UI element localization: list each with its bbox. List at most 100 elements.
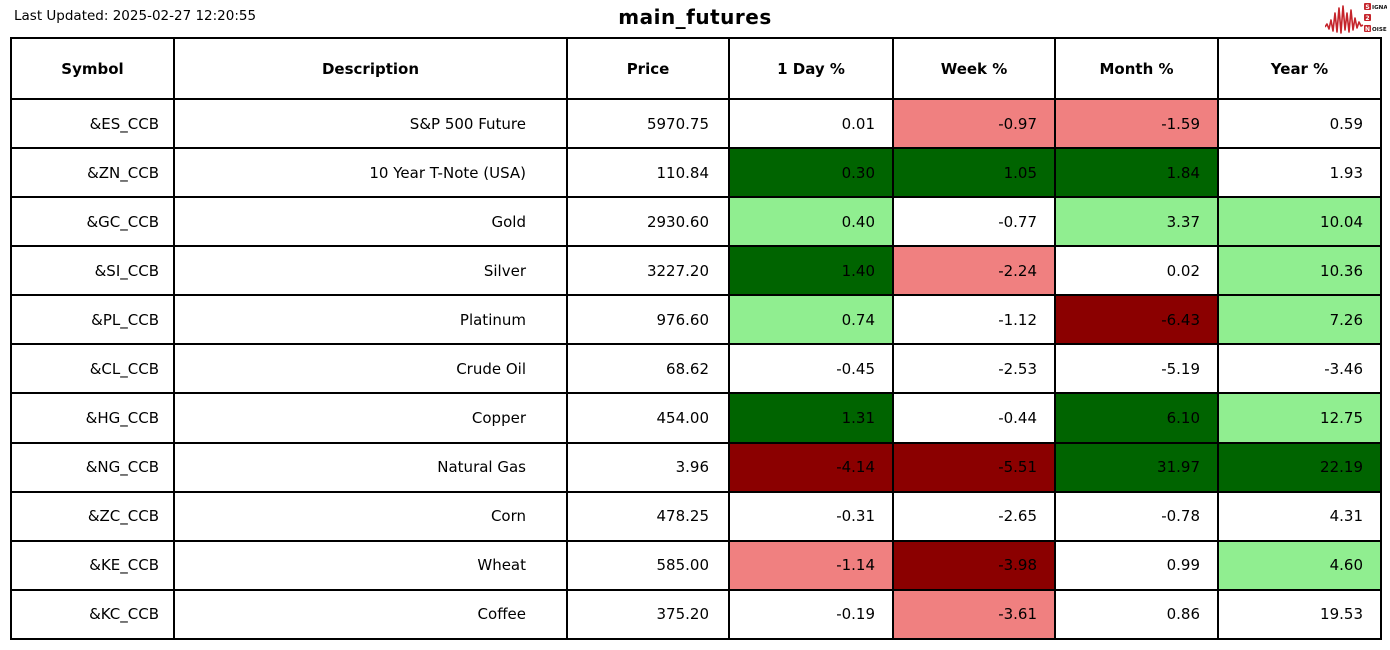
price-cell: 2930.60	[566, 196, 730, 248]
pct-week-cell: -3.61	[892, 588, 1056, 641]
description-cell: Copper	[173, 392, 568, 444]
pct-month-cell: -1.59	[1054, 97, 1219, 150]
price-cell: 110.84	[566, 147, 730, 199]
pct-1day-cell: 1.31	[728, 392, 894, 444]
pct-week-cell: -1.12	[892, 294, 1056, 346]
column-header-price: Price	[566, 37, 730, 100]
price-cell: 454.00	[566, 392, 730, 444]
table-body: &ES_CCB S&P 500 Future 5970.75 0.01 -0.9…	[10, 97, 1382, 641]
pct-year-cell: 0.59	[1217, 97, 1382, 150]
table-row: &HG_CCB Copper 454.00 1.31 -0.44 6.10 12…	[10, 392, 1382, 444]
logo-letter-2: 2	[1365, 15, 1369, 22]
pct-month-cell: -0.78	[1054, 490, 1219, 542]
logo-text-ignal: IGNAL	[1372, 5, 1387, 11]
price-cell: 3227.20	[566, 245, 730, 297]
pct-year-cell: 4.31	[1217, 490, 1382, 542]
pct-year-cell: -3.46	[1217, 343, 1382, 395]
description-cell: Coffee	[173, 588, 568, 641]
pct-1day-cell: -4.14	[728, 441, 894, 493]
symbol-cell: &PL_CCB	[10, 294, 175, 346]
column-header-week: Week %	[892, 37, 1056, 100]
column-header-1day: 1 Day %	[728, 37, 894, 100]
logo-text-oise: OISE	[1372, 27, 1387, 33]
symbol-cell: &ZC_CCB	[10, 490, 175, 542]
pct-1day-cell: 0.30	[728, 147, 894, 199]
table-row: &ES_CCB S&P 500 Future 5970.75 0.01 -0.9…	[10, 97, 1382, 150]
description-cell: Natural Gas	[173, 441, 568, 493]
pct-month-cell: 1.84	[1054, 147, 1219, 199]
pct-1day-cell: -0.19	[728, 588, 894, 641]
table-row: &SI_CCB Silver 3227.20 1.40 -2.24 0.02 1…	[10, 245, 1382, 297]
pct-week-cell: 1.05	[892, 147, 1056, 199]
price-cell: 478.25	[566, 490, 730, 542]
pct-1day-cell: -0.45	[728, 343, 894, 395]
symbol-cell: &NG_CCB	[10, 441, 175, 493]
description-cell: Wheat	[173, 539, 568, 591]
pct-1day-cell: 0.01	[728, 97, 894, 150]
price-cell: 585.00	[566, 539, 730, 591]
pct-week-cell: -2.24	[892, 245, 1056, 297]
symbol-cell: &ES_CCB	[10, 97, 175, 150]
column-header-month: Month %	[1054, 37, 1219, 100]
logo-letter-n: N	[1365, 26, 1370, 33]
logo-letter-s: S	[1365, 4, 1369, 11]
pct-month-cell: -6.43	[1054, 294, 1219, 346]
price-cell: 68.62	[566, 343, 730, 395]
description-cell: S&P 500 Future	[173, 97, 568, 150]
pct-month-cell: 0.99	[1054, 539, 1219, 591]
description-cell: Corn	[173, 490, 568, 542]
pct-year-cell: 1.93	[1217, 147, 1382, 199]
symbol-cell: &CL_CCB	[10, 343, 175, 395]
price-cell: 3.96	[566, 441, 730, 493]
column-header-description: Description	[173, 37, 568, 100]
table-row: &ZN_CCB 10 Year T-Note (USA) 110.84 0.30…	[10, 147, 1382, 199]
pct-year-cell: 19.53	[1217, 588, 1382, 641]
symbol-cell: &HG_CCB	[10, 392, 175, 444]
futures-table: Symbol Description Price 1 Day % Week % …	[10, 37, 1382, 641]
pct-1day-cell: 0.74	[728, 294, 894, 346]
pct-month-cell: 0.02	[1054, 245, 1219, 297]
pct-week-cell: -0.44	[892, 392, 1056, 444]
table-row: &ZC_CCB Corn 478.25 -0.31 -2.65 -0.78 4.…	[10, 490, 1382, 542]
description-cell: Crude Oil	[173, 343, 568, 395]
symbol-cell: &SI_CCB	[10, 245, 175, 297]
pct-year-cell: 12.75	[1217, 392, 1382, 444]
pct-month-cell: -5.19	[1054, 343, 1219, 395]
pct-year-cell: 22.19	[1217, 441, 1382, 493]
symbol-cell: &KE_CCB	[10, 539, 175, 591]
table-row: &KE_CCB Wheat 585.00 -1.14 -3.98 0.99 4.…	[10, 539, 1382, 591]
header-row: Symbol Description Price 1 Day % Week % …	[10, 37, 1382, 100]
pct-1day-cell: -0.31	[728, 490, 894, 542]
last-updated-timestamp: Last Updated: 2025-02-27 12:20:55	[14, 8, 257, 24]
pct-1day-cell: 0.40	[728, 196, 894, 248]
symbol-cell: &GC_CCB	[10, 196, 175, 248]
table-row: &CL_CCB Crude Oil 68.62 -0.45 -2.53 -5.1…	[10, 343, 1382, 395]
symbol-cell: &ZN_CCB	[10, 147, 175, 199]
symbol-cell: &KC_CCB	[10, 588, 175, 641]
signal2noise-logo: S IGNAL 2 N OISE	[1325, 3, 1387, 34]
price-cell: 5970.75	[566, 97, 730, 150]
table-row: &GC_CCB Gold 2930.60 0.40 -0.77 3.37 10.…	[10, 196, 1382, 248]
pct-month-cell: 3.37	[1054, 196, 1219, 248]
pct-month-cell: 6.10	[1054, 392, 1219, 444]
pct-week-cell: -3.98	[892, 539, 1056, 591]
pct-year-cell: 10.36	[1217, 245, 1382, 297]
waveform-icon	[1325, 5, 1364, 34]
column-header-symbol: Symbol	[10, 37, 175, 100]
table-row: &KC_CCB Coffee 375.20 -0.19 -3.61 0.86 1…	[10, 588, 1382, 641]
pct-month-cell: 0.86	[1054, 588, 1219, 641]
pct-week-cell: -5.51	[892, 441, 1056, 493]
pct-week-cell: -0.97	[892, 97, 1056, 150]
column-header-year: Year %	[1217, 37, 1382, 100]
pct-week-cell: -0.77	[892, 196, 1056, 248]
pct-year-cell: 4.60	[1217, 539, 1382, 591]
pct-week-cell: -2.65	[892, 490, 1056, 542]
description-cell: 10 Year T-Note (USA)	[173, 147, 568, 199]
table-row: &PL_CCB Platinum 976.60 0.74 -1.12 -6.43…	[10, 294, 1382, 346]
pct-1day-cell: -1.14	[728, 539, 894, 591]
page-title: main_futures	[618, 5, 772, 29]
pct-week-cell: -2.53	[892, 343, 1056, 395]
pct-month-cell: 31.97	[1054, 441, 1219, 493]
description-cell: Gold	[173, 196, 568, 248]
pct-year-cell: 7.26	[1217, 294, 1382, 346]
